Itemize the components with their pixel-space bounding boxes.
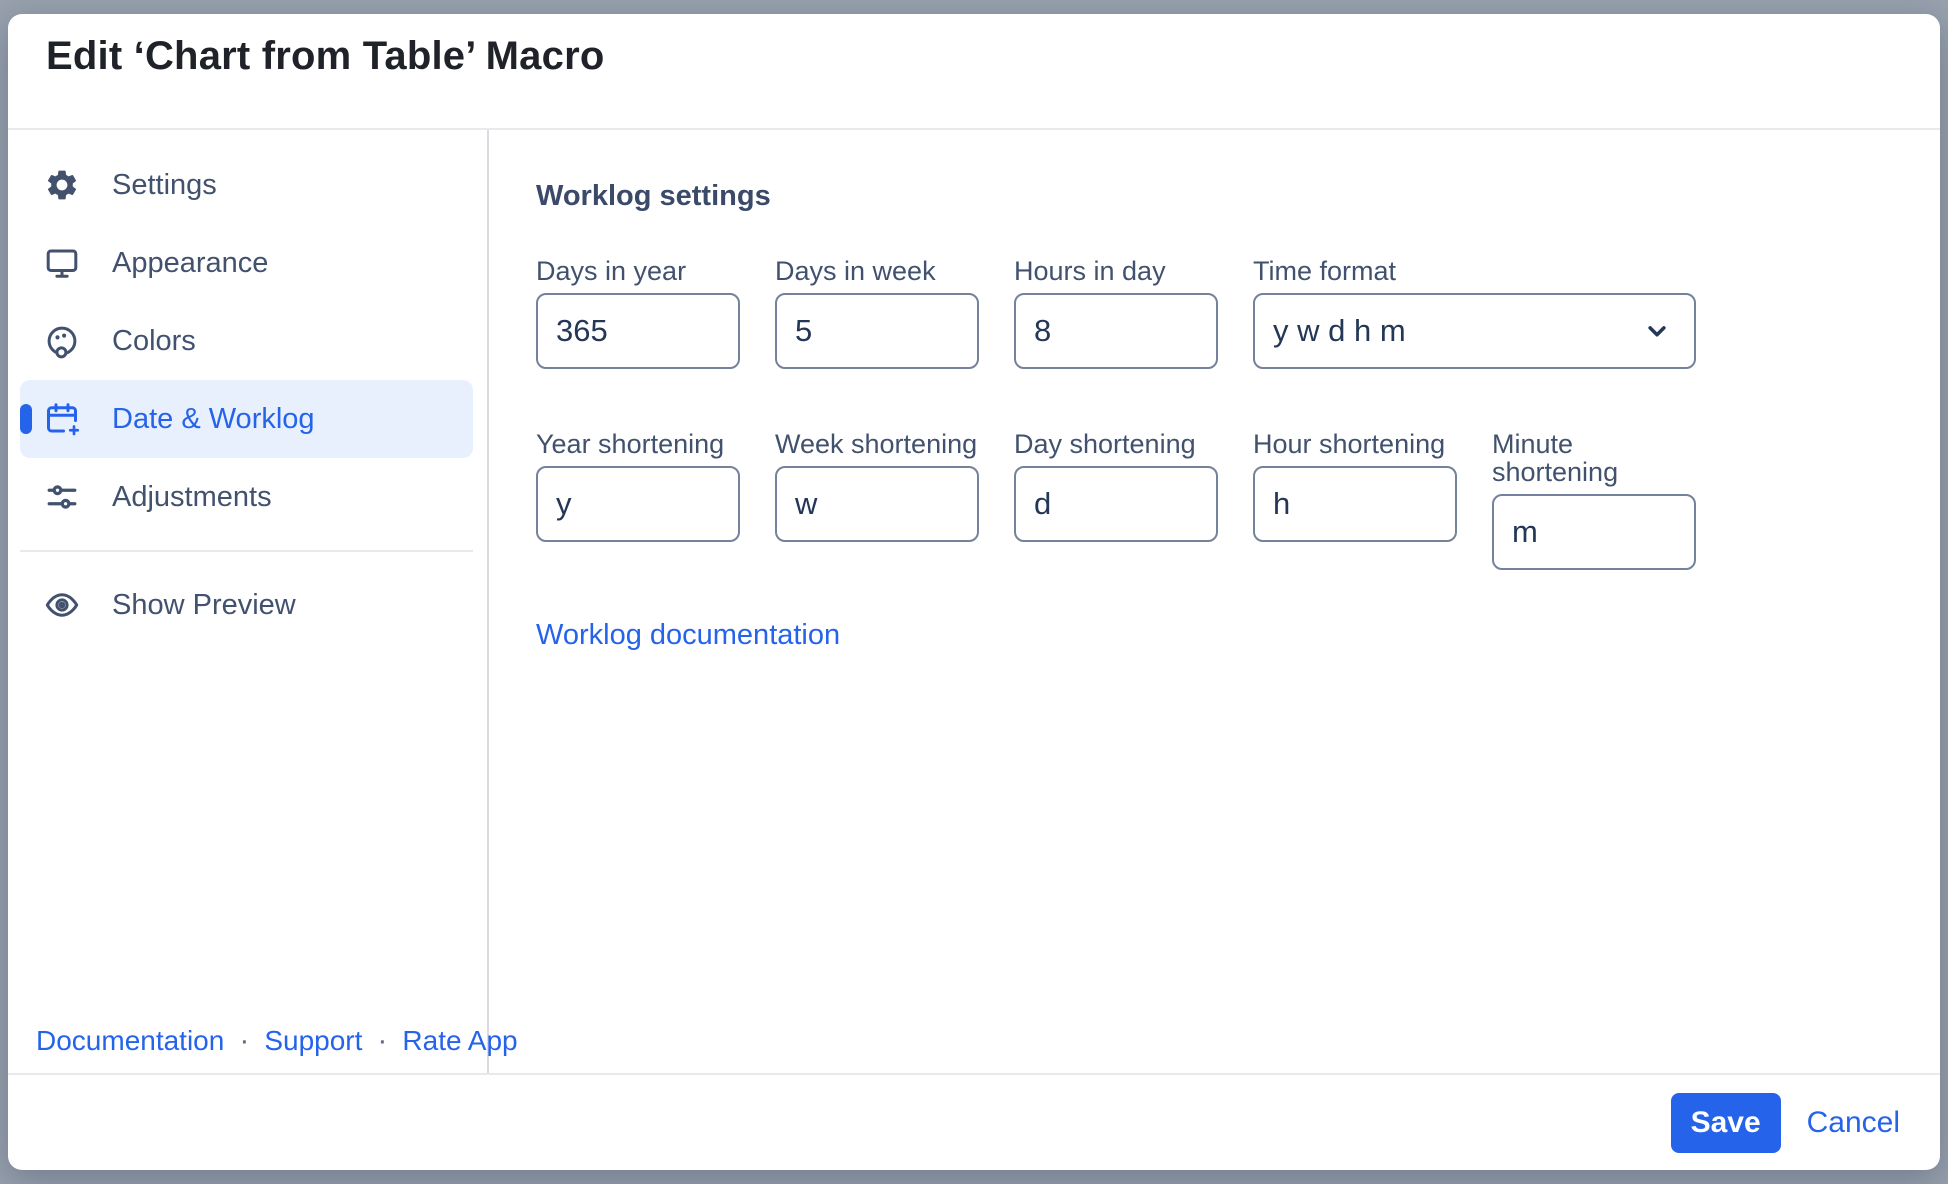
time-format-label: Time format (1253, 256, 1397, 286)
sidebar-item-appearance[interactable]: Appearance (20, 224, 473, 302)
edit-macro-dialog: Edit ‘Chart from Table’ Macro Settings A… (8, 14, 1940, 1170)
sidebar-item-label: Settings (112, 168, 217, 201)
dialog-header: Edit ‘Chart from Table’ Macro (8, 14, 1940, 130)
sidebar-item-label: Show Preview (112, 588, 296, 621)
worklog-fields-row-2: Year shortening Week shortening Day shor… (536, 430, 1910, 570)
section-title: Worklog settings (536, 180, 771, 212)
time-format-value: y w d h m (1273, 313, 1406, 348)
day-shortening-input[interactable] (1014, 466, 1218, 542)
day-shortening-label: Day shortening (1014, 429, 1196, 459)
gear-icon (44, 167, 80, 203)
sidebar-item-label: Date & Worklog (112, 402, 315, 435)
hours-in-day-field: Hours in day (1014, 257, 1218, 369)
year-shortening-label: Year shortening (536, 429, 725, 459)
sidebar-footer-links: Documentation · Support · Rate App (36, 1025, 518, 1057)
hours-in-day-label: Hours in day (1014, 256, 1166, 286)
cancel-button[interactable]: Cancel (1806, 1105, 1900, 1139)
hours-in-day-input[interactable] (1014, 293, 1218, 369)
time-format-field: Time format y w d h m (1253, 257, 1696, 369)
days-in-week-input[interactable] (775, 293, 979, 369)
days-in-week-field: Days in week (775, 257, 979, 369)
chevron-down-icon (1642, 316, 1672, 346)
minute-shortening-input[interactable] (1492, 494, 1696, 570)
days-in-year-input[interactable] (536, 293, 740, 369)
worklog-fields-row-1: Days in year Days in week Hours in day T… (536, 257, 1910, 369)
link-separator: · (377, 1024, 388, 1057)
sliders-icon (44, 479, 80, 515)
days-in-week-label: Days in week (775, 256, 936, 286)
days-in-year-label: Days in year (536, 256, 687, 286)
dialog-title: Edit ‘Chart from Table’ Macro (46, 34, 605, 78)
documentation-link[interactable]: Documentation (36, 1025, 225, 1056)
worklog-settings-panel: Worklog settings Days in year Days in we… (489, 130, 1940, 1073)
day-shortening-field: Day shortening (1014, 430, 1218, 570)
week-shortening-input[interactable] (775, 466, 979, 542)
year-shortening-field: Year shortening (536, 430, 740, 570)
year-shortening-input[interactable] (536, 466, 740, 542)
worklog-documentation-link[interactable]: Worklog documentation (536, 619, 841, 651)
link-separator: · (239, 1024, 250, 1057)
save-button[interactable]: Save (1670, 1092, 1781, 1153)
calendar-plus-icon (44, 401, 80, 437)
sidebar-item-adjustments[interactable]: Adjustments (20, 458, 473, 536)
sidebar-divider (20, 550, 473, 552)
support-link[interactable]: Support (264, 1025, 363, 1056)
hour-shortening-label: Hour shortening (1253, 429, 1446, 459)
palette-icon (44, 323, 80, 359)
sidebar-item-date-worklog[interactable]: Date & Worklog (20, 380, 473, 458)
minute-shortening-label: Minute shortening (1492, 429, 1619, 487)
week-shortening-label: Week shortening (775, 429, 978, 459)
monitor-icon (44, 245, 80, 281)
sidebar-item-colors[interactable]: Colors (20, 302, 473, 380)
sidebar-item-label: Appearance (112, 246, 269, 279)
time-format-select[interactable]: y w d h m (1253, 293, 1696, 369)
week-shortening-field: Week shortening (775, 430, 979, 570)
sidebar: Settings Appearance Colors Date & Worklo… (8, 130, 518, 1073)
eye-icon (44, 587, 80, 623)
sidebar-item-settings[interactable]: Settings (20, 146, 473, 224)
rate-app-link[interactable]: Rate App (402, 1025, 518, 1056)
hour-shortening-input[interactable] (1253, 466, 1457, 542)
sidebar-item-label: Colors (112, 324, 196, 357)
sidebar-item-label: Adjustments (112, 480, 272, 513)
days-in-year-field: Days in year (536, 257, 740, 369)
hour-shortening-field: Hour shortening (1253, 430, 1457, 570)
dialog-body: Settings Appearance Colors Date & Worklo… (8, 130, 1940, 1073)
sidebar-item-show-preview[interactable]: Show Preview (20, 566, 473, 644)
minute-shortening-field: Minute shortening (1492, 430, 1696, 570)
dialog-footer: Save Cancel (8, 1073, 1940, 1170)
